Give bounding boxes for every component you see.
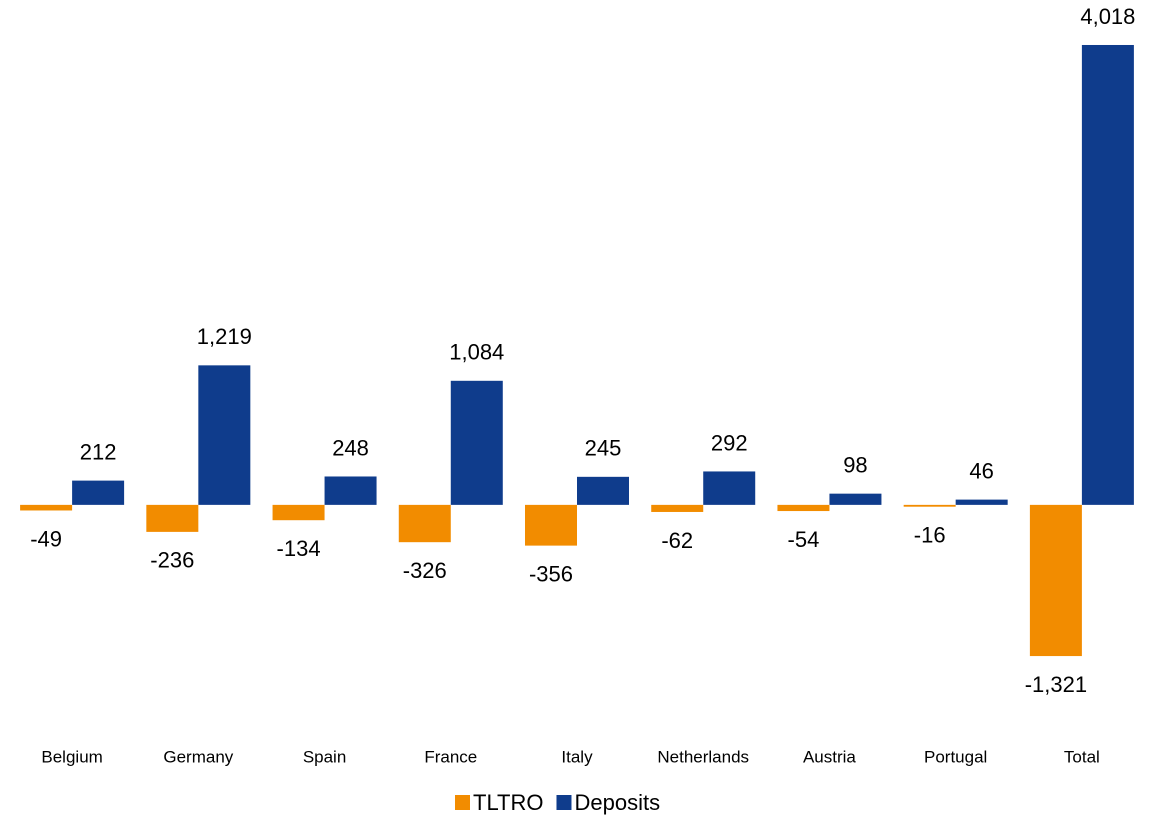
- data-label: -16: [914, 523, 946, 548]
- data-label: 4,018: [1080, 4, 1135, 29]
- data-label: -1,321: [1025, 672, 1087, 697]
- bar: [651, 504, 704, 512]
- data-label: -62: [661, 528, 693, 553]
- bar: [1029, 504, 1082, 657]
- bar: [450, 380, 503, 505]
- x-tick-label: Germany: [163, 747, 233, 766]
- bar: [1081, 44, 1134, 505]
- data-label: -356: [529, 561, 573, 586]
- data-label: -134: [277, 536, 321, 561]
- bar: [577, 476, 629, 505]
- bar: [324, 476, 377, 505]
- bar: [198, 365, 251, 505]
- bar: [72, 480, 125, 505]
- data-label: -326: [403, 558, 447, 583]
- data-label: 245: [585, 436, 622, 461]
- data-label: 292: [711, 430, 748, 455]
- data-label: 212: [80, 439, 117, 464]
- x-tick-label: Austria: [803, 747, 856, 766]
- bar: [955, 499, 1008, 505]
- data-label: 98: [843, 452, 867, 477]
- data-label: 1,084: [449, 340, 504, 365]
- data-label: 1,219: [197, 324, 252, 349]
- bar: [525, 504, 577, 546]
- x-tick-label: Italy: [561, 747, 593, 766]
- bar: [20, 504, 73, 511]
- legend-label: TLTRO: [473, 790, 543, 815]
- bar: [903, 504, 956, 507]
- bar: [703, 471, 756, 505]
- bar: [272, 504, 325, 521]
- x-tick-label: Spain: [303, 747, 346, 766]
- legend-swatch: [556, 795, 572, 810]
- bar: [829, 493, 882, 505]
- x-tick-label: Total: [1064, 747, 1100, 766]
- x-tick-label: Belgium: [41, 747, 102, 766]
- bar: [146, 504, 199, 532]
- bar: [398, 504, 451, 543]
- x-tick-label: Netherlands: [657, 747, 749, 766]
- x-tick-label: Portugal: [924, 747, 987, 766]
- legend-swatch: [455, 795, 470, 810]
- data-label: -236: [150, 548, 194, 573]
- x-tick-label: France: [424, 747, 477, 766]
- legend-label: Deposits: [574, 790, 660, 815]
- data-label: -49: [30, 526, 62, 551]
- data-label: -54: [788, 527, 820, 552]
- bar: [777, 504, 830, 512]
- data-label: 248: [332, 435, 369, 460]
- data-label: 46: [969, 458, 993, 483]
